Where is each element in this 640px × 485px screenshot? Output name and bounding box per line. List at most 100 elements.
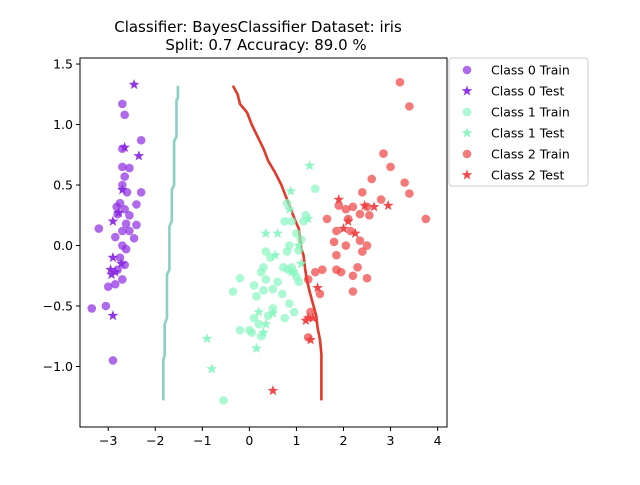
data-point	[336, 267, 346, 277]
legend-label: Class 2 Test	[491, 168, 564, 183]
data-point	[395, 77, 405, 87]
y-tick-label: 1.5	[53, 57, 73, 72]
data-point	[106, 268, 117, 280]
data-point	[348, 287, 358, 296]
data-point	[219, 396, 228, 405]
data-point	[294, 277, 304, 287]
data-point	[341, 204, 351, 214]
data-point	[228, 287, 238, 296]
data-point	[338, 222, 349, 234]
data-point	[110, 232, 120, 242]
series-class-2-test	[267, 193, 394, 396]
data-point	[365, 210, 374, 220]
x-tick-label: 3	[387, 433, 395, 448]
data-point	[120, 110, 129, 120]
data-point	[118, 99, 127, 109]
data-point	[109, 266, 121, 277]
data-point	[118, 162, 127, 172]
y-tick-label: −1.0	[43, 359, 73, 374]
data-point	[341, 241, 351, 250]
data-point	[353, 263, 362, 272]
data-point	[382, 200, 394, 211]
data-point	[280, 217, 289, 226]
data-point	[286, 266, 298, 277]
data-point	[358, 247, 367, 256]
data-point	[110, 279, 120, 289]
data-point	[310, 267, 320, 277]
data-point	[289, 307, 299, 317]
data-point	[358, 187, 367, 197]
data-point	[129, 233, 139, 243]
data-point	[302, 312, 314, 323]
data-point	[113, 207, 124, 218]
series-class-0-test	[105, 79, 145, 321]
data-point	[251, 342, 262, 353]
data-point	[315, 289, 325, 299]
x-tick-label: −1	[193, 433, 211, 448]
data-point	[103, 282, 113, 291]
series-class-1-test	[201, 160, 315, 374]
data-point	[128, 79, 140, 90]
data-point	[107, 252, 119, 263]
legend-marker	[461, 169, 473, 180]
data-point	[348, 271, 358, 281]
data-point	[245, 325, 254, 335]
legend: Class 0 Train Class 0 Test Class 1 Train Cl…	[448, 57, 589, 187]
data-point	[132, 220, 141, 230]
data-point	[121, 244, 131, 254]
data-point	[132, 200, 141, 209]
legend-label: Class 1 Train	[491, 105, 570, 120]
data-point	[125, 210, 134, 220]
series-class-1-train	[219, 184, 320, 405]
data-point	[305, 334, 316, 345]
data-point	[118, 226, 127, 236]
legend-marker	[462, 149, 472, 159]
legend-label: Class 0 Test	[491, 84, 564, 99]
data-point	[259, 263, 268, 272]
data-point	[405, 189, 414, 198]
data-point	[133, 150, 145, 161]
data-point	[348, 202, 358, 212]
x-tick-label: 4	[434, 433, 442, 448]
y-tick-label: 0.0	[53, 238, 73, 253]
data-point	[105, 264, 116, 275]
x-tick-label: 1	[292, 433, 300, 448]
data-point	[302, 213, 314, 224]
data-point	[107, 215, 119, 226]
data-point	[107, 310, 119, 321]
data-point	[280, 313, 289, 323]
data-point	[333, 193, 345, 205]
data-point	[206, 363, 218, 374]
data-point	[284, 203, 295, 214]
data-point	[261, 275, 271, 284]
legend-marker	[462, 65, 472, 75]
data-point	[101, 301, 111, 311]
legend-marker	[461, 127, 473, 138]
data-point	[118, 275, 127, 284]
data-point	[268, 284, 278, 294]
data-point	[421, 214, 431, 224]
plot-area: −3 −2 −1 0 1 2 3 4 1.5 1.0 0.5 0.0 −0.5 −1.0	[43, 57, 448, 448]
data-point	[272, 227, 283, 238]
chart-title: Classifier: BayesClassifier Dataset: iri…	[114, 18, 402, 36]
data-point	[87, 304, 97, 313]
data-point	[349, 227, 361, 238]
data-point	[334, 201, 344, 210]
data-point	[260, 318, 272, 329]
data-point	[278, 289, 287, 299]
data-point	[329, 237, 339, 247]
data-point	[285, 241, 294, 250]
data-point	[292, 229, 301, 238]
data-point	[136, 187, 146, 197]
data-point	[362, 273, 372, 283]
data-point	[201, 333, 213, 344]
data-point	[252, 292, 261, 301]
data-point	[400, 178, 409, 187]
data-point	[258, 327, 269, 338]
data-point	[359, 200, 370, 211]
data-point	[322, 214, 332, 224]
legend-marker	[462, 107, 472, 117]
x-tick-label: 2	[340, 433, 348, 448]
